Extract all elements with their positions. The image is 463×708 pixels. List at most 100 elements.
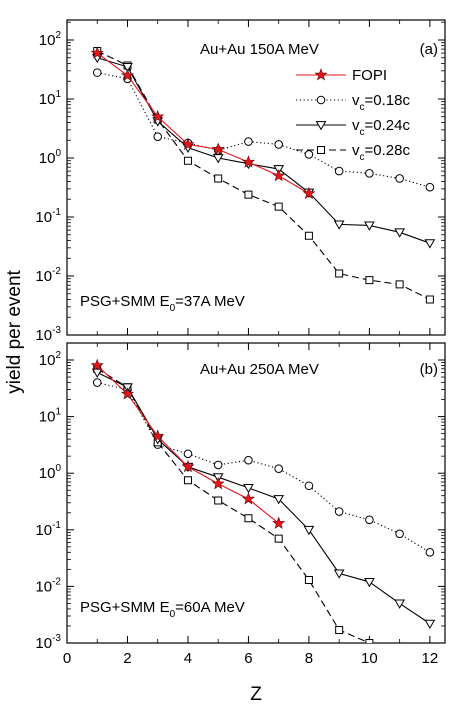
data-point [425, 548, 435, 557]
legend-item-2: vc=0.24c [296, 117, 410, 138]
y-axis: 102 101 100 10-1 10-2 10-3 [35, 21, 445, 344]
y-axis-label: yield per event [4, 269, 25, 393]
x-tick-label: 12 [422, 650, 439, 667]
data-point [303, 525, 315, 536]
data-point [274, 534, 283, 543]
data-point [364, 578, 375, 588]
series-1 [92, 378, 435, 557]
y-tick-label: 102 [39, 350, 62, 369]
legend: FOPI vc=0.18c vc=0.24c vc=0.28c [296, 67, 410, 163]
data-point [153, 132, 163, 141]
panel-title: Au+Au 250A MeV [200, 361, 319, 378]
x-tick-label: 4 [184, 650, 192, 667]
legend-marker [317, 146, 325, 154]
series-2 [91, 368, 436, 630]
data-point [244, 137, 253, 146]
panel-title: Au+Au 150A MeV [200, 41, 319, 58]
legend-item-1: vc=0.18c [296, 92, 410, 113]
legend-label: FOPI [352, 67, 387, 84]
legend-marker [316, 95, 326, 105]
data-point [241, 492, 255, 505]
data-point [335, 269, 344, 278]
y-tick-label: 100 [39, 463, 62, 482]
legend-item-0: FOPI [296, 67, 387, 84]
data-point [181, 459, 195, 473]
data-point [120, 387, 135, 400]
y-axis: 102 101 100 10-1 10-2 10-3 [35, 350, 445, 652]
data-point [92, 378, 102, 387]
y-tick-label: 10-1 [35, 520, 61, 539]
data-point [183, 156, 192, 165]
data-point [120, 68, 135, 82]
data-point [364, 221, 375, 231]
x-tick-label: 0 [63, 650, 71, 667]
series-line [96, 52, 310, 194]
data-point [183, 449, 193, 459]
series-line [97, 57, 431, 244]
data-point [244, 514, 253, 523]
x-tick-label: 8 [305, 650, 313, 667]
y-tick-label: 10-3 [35, 325, 61, 344]
data-point [335, 625, 344, 634]
data-point [90, 358, 104, 372]
data-point [183, 476, 192, 485]
data-point [365, 169, 374, 178]
series-group [90, 358, 436, 643]
data-point [424, 619, 436, 630]
data-point [304, 481, 314, 491]
data-point [304, 150, 314, 159]
data-point [92, 68, 102, 77]
data-point [122, 63, 133, 73]
data-point [272, 516, 286, 529]
data-point [333, 220, 345, 230]
data-point [365, 276, 374, 285]
legend-label: vc=0.24c [352, 117, 410, 138]
data-point [214, 174, 223, 183]
data-point [395, 529, 404, 539]
x-axis-label: Z [250, 684, 262, 705]
data-point [395, 280, 404, 289]
series-3 [93, 47, 434, 304]
plot-frame [66, 342, 446, 644]
y-tick-label: 101 [39, 89, 62, 108]
data-point [241, 155, 255, 168]
data-point [334, 166, 344, 176]
data-point [333, 569, 345, 579]
y-tick-label: 101 [39, 407, 62, 426]
data-point [243, 483, 254, 494]
data-point [244, 190, 253, 199]
series-0 [90, 358, 286, 529]
data-point [425, 182, 435, 192]
data-point [214, 496, 223, 505]
series-line [97, 381, 431, 553]
annotation: PSG+SMM E0=60A MeV [80, 599, 245, 620]
y-tick-label: 10-2 [35, 576, 61, 595]
x-axis: 0 2 4 6 8 10 12 [63, 343, 438, 667]
plot-frame [66, 19, 446, 336]
data-point [334, 507, 344, 516]
data-point [213, 460, 223, 470]
x-tick-label: 2 [123, 650, 131, 667]
legend-item-3: vc=0.28c [296, 142, 410, 163]
data-point [274, 202, 283, 211]
y-tick-label: 10-3 [35, 633, 61, 652]
series-line [96, 372, 431, 625]
panel-label: (a) [420, 41, 438, 58]
legend-marker [315, 121, 327, 131]
y-tick-label: 100 [39, 148, 62, 167]
data-point [394, 228, 406, 238]
data-point [151, 429, 165, 442]
data-point [365, 639, 374, 643]
data-point [424, 239, 436, 249]
x-axis [66, 20, 431, 335]
data-point [272, 168, 286, 182]
data-point [244, 455, 253, 465]
data-point [302, 186, 316, 200]
legend-label: vc=0.28c [352, 142, 410, 163]
legend-label: vc=0.18c [352, 92, 410, 113]
data-point [274, 140, 283, 149]
panel-b: 102 101 100 10-1 10-2 10-30 2 4 6 8 10 12 Au+Au 250A… [35, 342, 446, 667]
series-0 [90, 46, 316, 200]
data-point [91, 368, 103, 378]
